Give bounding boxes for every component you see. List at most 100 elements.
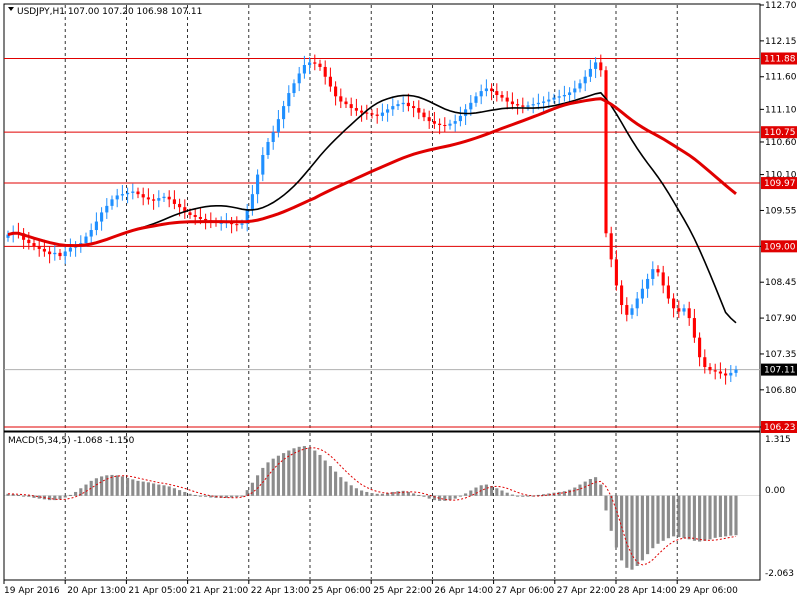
macd-bar [427,495,431,499]
macd-bar [557,491,561,496]
candle-body [412,106,416,109]
macd-bar [313,450,317,496]
candle-body [526,105,530,107]
candle-body [521,105,525,107]
time-tick-label: 22 Apr 13:00 [251,586,310,596]
macd-bar [672,495,676,537]
macd-bar [651,495,655,549]
candle-body [620,285,624,306]
candle-body [562,95,566,97]
price-tick-label: 112.15 [765,37,797,47]
macd-bar [692,495,696,541]
candle-body [115,195,119,200]
candle-body [713,370,717,372]
vertical-grid [64,5,678,579]
macd-bar [578,484,582,496]
candle-body [167,196,171,200]
price-tick-label: 110.10 [765,171,797,181]
macd-bar [640,495,644,561]
candle-body [105,205,109,213]
candles [6,54,738,385]
macd-bar [183,491,187,496]
macd-bar [656,495,660,544]
candle-body [666,285,670,299]
candle-body [308,62,312,66]
macd-bar [646,495,650,555]
candle-body [651,269,655,279]
macd-bar [505,492,509,496]
level-tag [761,126,797,139]
macd-bar [240,495,244,497]
macd-title: MACD(5,34,5) -1.068 -1.150 [8,436,135,446]
macd-bar [547,493,551,496]
macd-bar [469,490,473,496]
macd-bar [412,493,416,496]
candle-body [183,207,187,213]
macd-bar [360,490,364,496]
macd-bar [375,493,379,496]
candle-body [604,70,608,234]
macd-bar [308,447,312,496]
candle-body [178,203,182,208]
price-tick-label: 111.60 [765,73,797,83]
candle-body [734,369,738,373]
candle-body [162,196,166,199]
candle-body [146,197,150,200]
candle-body [22,233,26,240]
macd-bar [48,495,52,501]
candle-body [271,132,275,142]
macd-bar [521,495,525,497]
macd-bar [464,493,468,496]
candle-body [552,97,556,100]
macd-bar [276,455,280,496]
candle-body [396,104,400,107]
candle-body [630,308,634,315]
price-tick-label: 107.35 [765,350,797,360]
time-tick-label: 26 Apr 14:00 [434,586,493,596]
macd-bar [193,494,197,496]
time-tick-label: 28 Apr 14:00 [618,586,677,596]
candle-body [302,65,306,74]
candle-body [500,95,504,98]
macd-bar [157,484,161,496]
candle-body [490,88,494,92]
current-price-label: 107.11 [764,366,796,376]
chart-menu-triangle-icon[interactable] [8,7,14,11]
macd-bar [339,477,343,496]
macd-bar [287,450,291,496]
current-price-tag [761,363,797,376]
candle-body [484,88,488,92]
level-tag-label: 109.97 [764,179,796,189]
level-tag [761,240,797,253]
candle-body [391,106,395,110]
ma-red-line [7,97,737,248]
macd-bar [734,495,738,536]
macd-bar [68,494,72,496]
macd-bar [500,490,504,496]
candle-body [110,199,114,206]
candle-body [100,212,104,222]
candle-body [698,337,702,358]
macd-signal-path [7,447,737,566]
macd-bar [396,491,400,496]
moving-averages [7,91,737,324]
candle-body [448,123,452,126]
macd-bar [516,495,520,497]
macd-bar [666,495,670,539]
candle-body [458,115,462,122]
candle-body [339,96,343,102]
macd-bar [84,484,88,496]
macd-bar [94,478,98,496]
candle-body [287,93,291,107]
candle-body [594,62,598,69]
macd-bar [422,495,426,497]
macd-bar [583,481,587,496]
macd-bar [417,494,421,496]
macd-bar [568,489,572,496]
candle-body [282,106,286,120]
macd-axis-bottom: -2.063 [765,569,794,579]
price-panel-frame [3,3,761,432]
candle-body [661,272,665,286]
macd-bar [370,493,374,496]
